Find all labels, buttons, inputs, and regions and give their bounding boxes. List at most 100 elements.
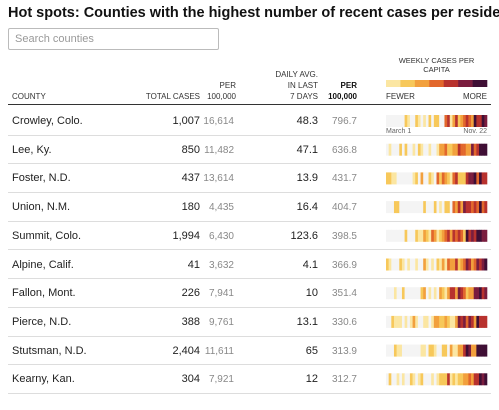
heat-cell [407,201,411,214]
heat-cell [468,287,472,300]
heat-cell [473,287,477,300]
heat-cell [407,258,411,271]
heat-cell [465,315,469,328]
heat-cell [420,373,424,386]
heat-cell [468,143,472,156]
heat-cell [407,143,411,156]
heat-cell [455,258,459,271]
heat-cell [396,172,400,185]
heat-cell [396,258,400,271]
legend-swatch [400,80,416,87]
heat-cell [401,229,405,242]
heat-cell [441,373,445,386]
heat-cell [391,229,395,242]
heat-cell [431,115,435,127]
heat-cell [473,315,477,328]
heat-cell [471,344,475,357]
heat-cell [436,115,440,127]
total-cases: 1,994 [172,229,200,242]
heat-cell [476,201,480,214]
legend-fewer: FEWER [386,92,415,101]
heat-cell [468,172,472,185]
heat-cell [484,201,488,214]
heat-cell [481,287,485,300]
heat-cell [452,115,456,127]
heat-cell [463,373,467,386]
legend-swatch [429,80,445,87]
heat-cell [399,172,403,185]
heat-cell [388,344,392,357]
heat-cell [439,287,443,300]
heat-cell [433,172,437,185]
daily-avg: 123.6 [290,229,318,242]
heat-cell [481,229,485,242]
heat-cell [484,172,488,185]
heat-cell [433,287,437,300]
heat-cell [465,172,469,185]
heat-cell [396,143,400,156]
search-box[interactable]: Search counties [8,28,219,50]
total-cases: 226 [181,287,200,300]
heat-cell [404,229,408,242]
heat-cell [473,143,477,156]
heat-cell [447,344,451,357]
header-line: WEEKLY CASES PER [398,56,475,65]
heat-cell [439,344,443,357]
heat-cell [441,143,445,156]
heat-cell [393,258,397,271]
heat-cell [436,344,440,357]
heat-cell [468,201,472,214]
heat-cell [460,315,464,328]
heat-cell [396,115,400,127]
heat-cell [441,115,445,127]
heat-cell [423,287,427,300]
heat-cell [386,172,389,185]
heat-cell [473,172,477,185]
heat-cell [444,287,448,300]
heat-cell [447,315,451,328]
heat-cell [404,172,408,185]
heat-cell [484,373,488,386]
heat-cell [399,143,403,156]
heat-cell [455,344,459,357]
county: Pierce, N.D. [12,315,72,328]
per-100k: 9,761 [208,316,234,328]
heat-cell [452,258,456,271]
heat-cell [415,172,419,185]
heat-cell [471,229,475,242]
heat-cell [460,172,464,185]
heat-cell [409,143,413,156]
heat-cell [441,258,445,271]
heat-cell [449,229,453,242]
heat-cell [386,115,389,127]
heat-cell [407,172,411,185]
per-100k-7day: 351.4 [331,288,357,300]
heat-cell [436,373,440,386]
per-100k: 7,921 [208,374,234,386]
heat-cell [436,258,440,271]
heat-cell [401,315,405,328]
heat-cell [404,373,408,386]
daily-avg: 16.4 [296,201,318,214]
heat-cell [463,115,467,127]
heat-cell [433,201,437,214]
heat-cell [401,344,405,357]
header-line: PER [219,81,236,90]
heat-cell [463,143,467,156]
heat-cell [457,373,461,386]
county: Kearny, Kan. [12,373,75,386]
heat-cell [407,115,411,127]
header-line: IN LAST [287,81,318,90]
heat-cell [417,143,421,156]
heat-cell [460,201,464,214]
heat-cell [455,115,459,127]
heat-cell [465,229,469,242]
heat-cell [404,315,408,328]
title: Hot spots: Counties with the highest num… [8,5,499,21]
heat-cell [463,344,467,357]
heat-cell [386,143,389,156]
heat-cell [439,373,443,386]
heat-cell [455,315,459,328]
heat-cell [460,287,464,300]
